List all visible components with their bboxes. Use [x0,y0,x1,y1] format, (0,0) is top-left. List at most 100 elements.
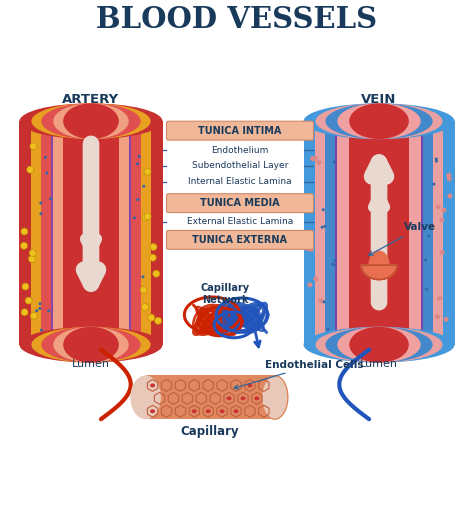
Ellipse shape [437,296,442,301]
Bar [129,121,131,345]
Ellipse shape [63,327,119,363]
Text: ARTERY: ARTERY [63,93,119,107]
Ellipse shape [47,310,50,313]
Ellipse shape [337,327,421,363]
Ellipse shape [150,243,157,250]
Ellipse shape [247,383,252,387]
Ellipse shape [31,327,151,363]
Ellipse shape [439,250,445,255]
Ellipse shape [28,256,36,263]
Ellipse shape [53,327,129,363]
Text: Endothelial Cells: Endothelial Cells [234,360,363,389]
Text: Capillary: Capillary [181,425,239,438]
Ellipse shape [255,396,259,400]
Ellipse shape [21,309,28,316]
Ellipse shape [29,249,36,257]
Ellipse shape [46,172,48,175]
Ellipse shape [432,183,436,186]
Ellipse shape [142,185,145,188]
Ellipse shape [144,168,151,175]
Ellipse shape [447,173,451,178]
Bar [421,121,423,345]
Ellipse shape [333,259,336,262]
Ellipse shape [305,246,310,251]
Ellipse shape [192,409,197,413]
Ellipse shape [313,156,318,161]
Bar [335,121,337,345]
Ellipse shape [317,160,321,165]
Ellipse shape [155,317,162,324]
Ellipse shape [227,396,231,400]
Ellipse shape [148,314,155,321]
Ellipse shape [444,317,448,322]
Ellipse shape [424,259,427,262]
Ellipse shape [349,327,409,363]
FancyBboxPatch shape [166,230,313,249]
Ellipse shape [435,314,440,319]
Ellipse shape [39,201,42,205]
Ellipse shape [435,158,438,161]
Ellipse shape [262,376,288,419]
Ellipse shape [337,104,421,139]
Bar [51,121,53,345]
Ellipse shape [325,327,433,363]
Text: VEIN: VEIN [361,93,397,107]
Polygon shape [19,121,163,345]
Ellipse shape [327,328,330,331]
Text: TUNICA MEDIA: TUNICA MEDIA [200,198,280,208]
Ellipse shape [234,409,238,413]
Ellipse shape [333,161,336,164]
Text: Subendothelial Layer: Subendothelial Layer [192,162,288,170]
Polygon shape [63,121,119,345]
Ellipse shape [144,213,151,220]
Polygon shape [325,121,433,345]
Ellipse shape [306,240,311,245]
Text: BLOOD VESSELS: BLOOD VESSELS [96,6,378,34]
Ellipse shape [322,208,325,211]
Ellipse shape [321,226,324,229]
Ellipse shape [63,104,119,139]
Ellipse shape [303,104,455,139]
Text: External Elastic Lamina: External Elastic Lamina [187,217,293,226]
Ellipse shape [22,283,29,290]
Ellipse shape [447,193,452,198]
Ellipse shape [150,409,155,413]
Ellipse shape [30,143,37,149]
Ellipse shape [20,242,27,249]
Text: Endothelium: Endothelium [211,145,269,155]
Ellipse shape [349,104,409,139]
Polygon shape [361,265,397,280]
Ellipse shape [30,312,37,319]
Ellipse shape [39,212,42,215]
Ellipse shape [439,218,444,223]
Polygon shape [369,251,389,265]
Ellipse shape [141,304,148,311]
Ellipse shape [316,327,443,363]
Ellipse shape [219,409,225,413]
Ellipse shape [435,160,438,163]
Ellipse shape [40,329,43,332]
Text: Internal Elastic Lamina: Internal Elastic Lamina [188,177,292,186]
Ellipse shape [310,156,315,161]
Polygon shape [349,121,409,345]
Ellipse shape [333,264,336,267]
Ellipse shape [150,383,155,387]
Ellipse shape [27,166,34,173]
Ellipse shape [31,104,151,139]
Bar [146,376,275,419]
Ellipse shape [240,396,246,400]
Ellipse shape [41,327,141,363]
Text: Lumen: Lumen [360,359,398,369]
Text: Valve: Valve [369,223,436,256]
Ellipse shape [138,155,141,158]
Ellipse shape [49,197,52,200]
Polygon shape [53,121,129,345]
Ellipse shape [303,327,455,363]
Ellipse shape [313,276,318,281]
Ellipse shape [133,216,136,219]
Ellipse shape [322,300,326,304]
Ellipse shape [130,376,161,419]
Text: TUNICA INTIMA: TUNICA INTIMA [198,126,282,136]
FancyBboxPatch shape [166,121,313,140]
Ellipse shape [25,297,32,304]
